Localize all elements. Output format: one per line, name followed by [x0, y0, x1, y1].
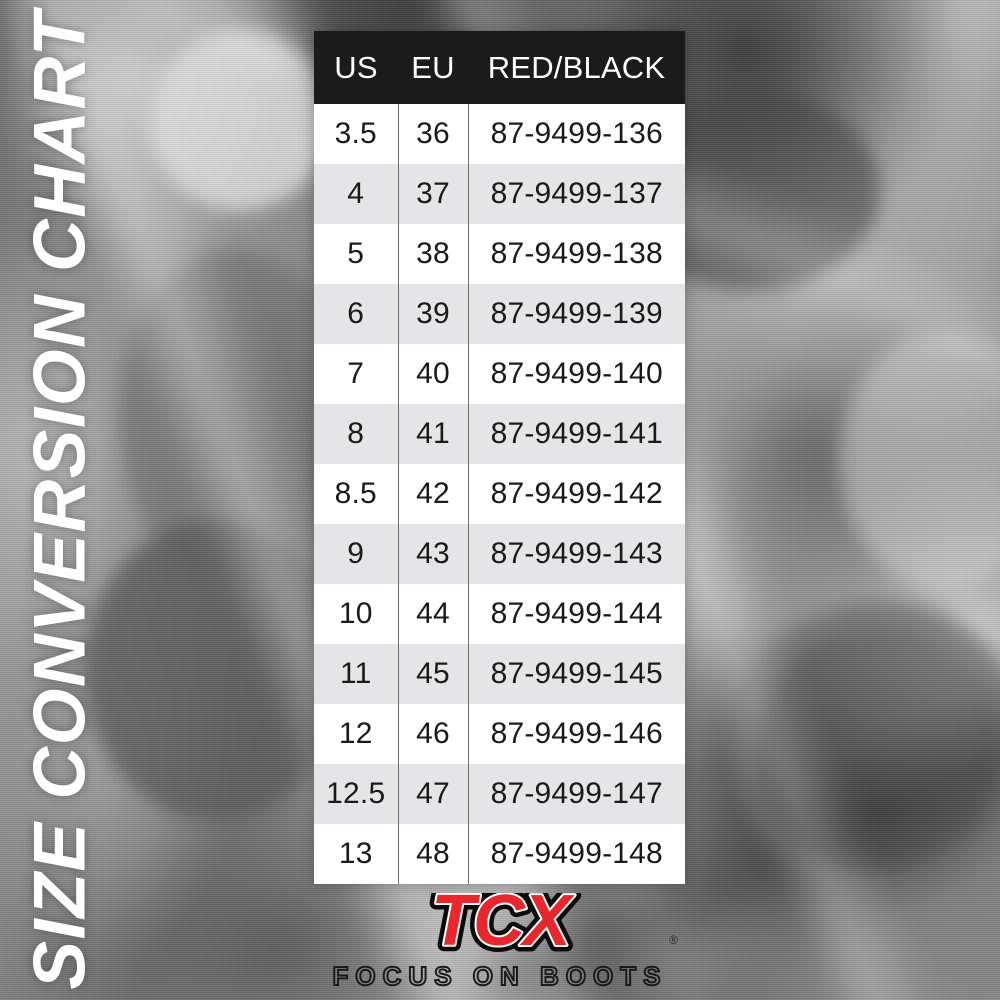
table-row: 12.5 47 87-9499-147 [314, 764, 685, 824]
table-row: 13 48 87-9499-148 [314, 824, 685, 884]
size-conversion-table: US EU RED/BLACK 3.5 36 87-9499-136 4 37 87-94… [314, 31, 685, 884]
cell-eu: 43 [398, 524, 469, 584]
table-row: 11 45 87-9499-145 [314, 644, 685, 704]
table-row: 5 38 87-9499-138 [314, 224, 685, 284]
cell-reference: 87-9499-139 [468, 284, 685, 344]
brand-tagline: FOCUS ON BOOTS [332, 960, 668, 992]
vertical-title-container: SIZE CONVERSION CHART [0, 0, 120, 1000]
cell-eu: 36 [398, 104, 469, 164]
cell-eu: 38 [398, 224, 469, 284]
background-shape-bright-right [840, 330, 1000, 590]
cell-us: 7 [314, 344, 399, 404]
table-body: 3.5 36 87-9499-136 4 37 87-9499-137 5 38 87-9499… [314, 104, 685, 884]
cell-us: 12 [314, 704, 399, 764]
cell-eu: 47 [398, 764, 469, 824]
column-header-ref: RED/BLACK [468, 31, 685, 104]
cell-us: 3.5 [314, 104, 399, 164]
table-row: 7 40 87-9499-140 [314, 344, 685, 404]
column-header-eu: EU [398, 31, 468, 104]
cell-eu: 46 [398, 704, 469, 764]
svg-text:TCX: TCX [431, 893, 575, 957]
size-table-container: US EU RED/BLACK 3.5 36 87-9499-136 4 37 87-94… [314, 31, 685, 884]
table-header: US EU RED/BLACK [314, 31, 685, 104]
cell-reference: 87-9499-140 [468, 344, 685, 404]
background-shape-highlight [150, 30, 330, 210]
cell-eu: 37 [398, 164, 469, 224]
table-header-row: US EU RED/BLACK [314, 31, 685, 104]
tcx-wordmark-icon: TCX TCX [425, 893, 584, 957]
cell-reference: 87-9499-137 [468, 164, 685, 224]
table-row: 6 39 87-9499-139 [314, 284, 685, 344]
cell-eu: 42 [398, 464, 469, 524]
table-row: 12 46 87-9499-146 [314, 704, 685, 764]
cell-us: 4 [314, 164, 399, 224]
cell-eu: 39 [398, 284, 469, 344]
cell-reference: 87-9499-148 [468, 824, 685, 884]
cell-us: 5 [314, 224, 399, 284]
cell-eu: 45 [398, 644, 469, 704]
background-shape-lower-mass [85, 520, 345, 820]
cell-reference: 87-9499-141 [468, 404, 685, 464]
table-row: 4 37 87-9499-137 [314, 164, 685, 224]
cell-eu: 40 [398, 344, 469, 404]
table-row: 8.5 42 87-9499-142 [314, 464, 685, 524]
cell-eu: 44 [398, 584, 469, 644]
cell-us: 8 [314, 404, 399, 464]
cell-us: 8.5 [314, 464, 399, 524]
cell-eu: 48 [398, 824, 469, 884]
cell-reference: 87-9499-147 [468, 764, 685, 824]
cell-reference: 87-9499-142 [468, 464, 685, 524]
cell-us: 6 [314, 284, 399, 344]
page-title: SIZE CONVERSION CHART [19, 10, 101, 990]
table-row: 10 44 87-9499-144 [314, 584, 685, 644]
cell-us: 13 [314, 824, 399, 884]
cell-reference: 87-9499-143 [468, 524, 685, 584]
cell-reference: 87-9499-145 [468, 644, 685, 704]
table-row: 3.5 36 87-9499-136 [314, 104, 685, 164]
cell-reference: 87-9499-146 [468, 704, 685, 764]
cell-us: 9 [314, 524, 399, 584]
cell-reference: 87-9499-136 [468, 104, 685, 164]
svg-text:TCX: TCX [431, 893, 575, 957]
cell-us: 12.5 [314, 764, 399, 824]
brand-logo: TCX TCX ® FOCUS ON BOOTS [300, 893, 700, 992]
cell-us: 11 [314, 644, 399, 704]
table-row: 9 43 87-9499-143 [314, 524, 685, 584]
cell-eu: 41 [398, 404, 469, 464]
cell-us: 10 [314, 584, 399, 644]
cell-reference: 87-9499-138 [468, 224, 685, 284]
registered-trademark-symbol: ® [669, 933, 678, 947]
cell-reference: 87-9499-144 [468, 584, 685, 644]
table-row: 8 41 87-9499-141 [314, 404, 685, 464]
column-header-us: US [314, 31, 398, 104]
